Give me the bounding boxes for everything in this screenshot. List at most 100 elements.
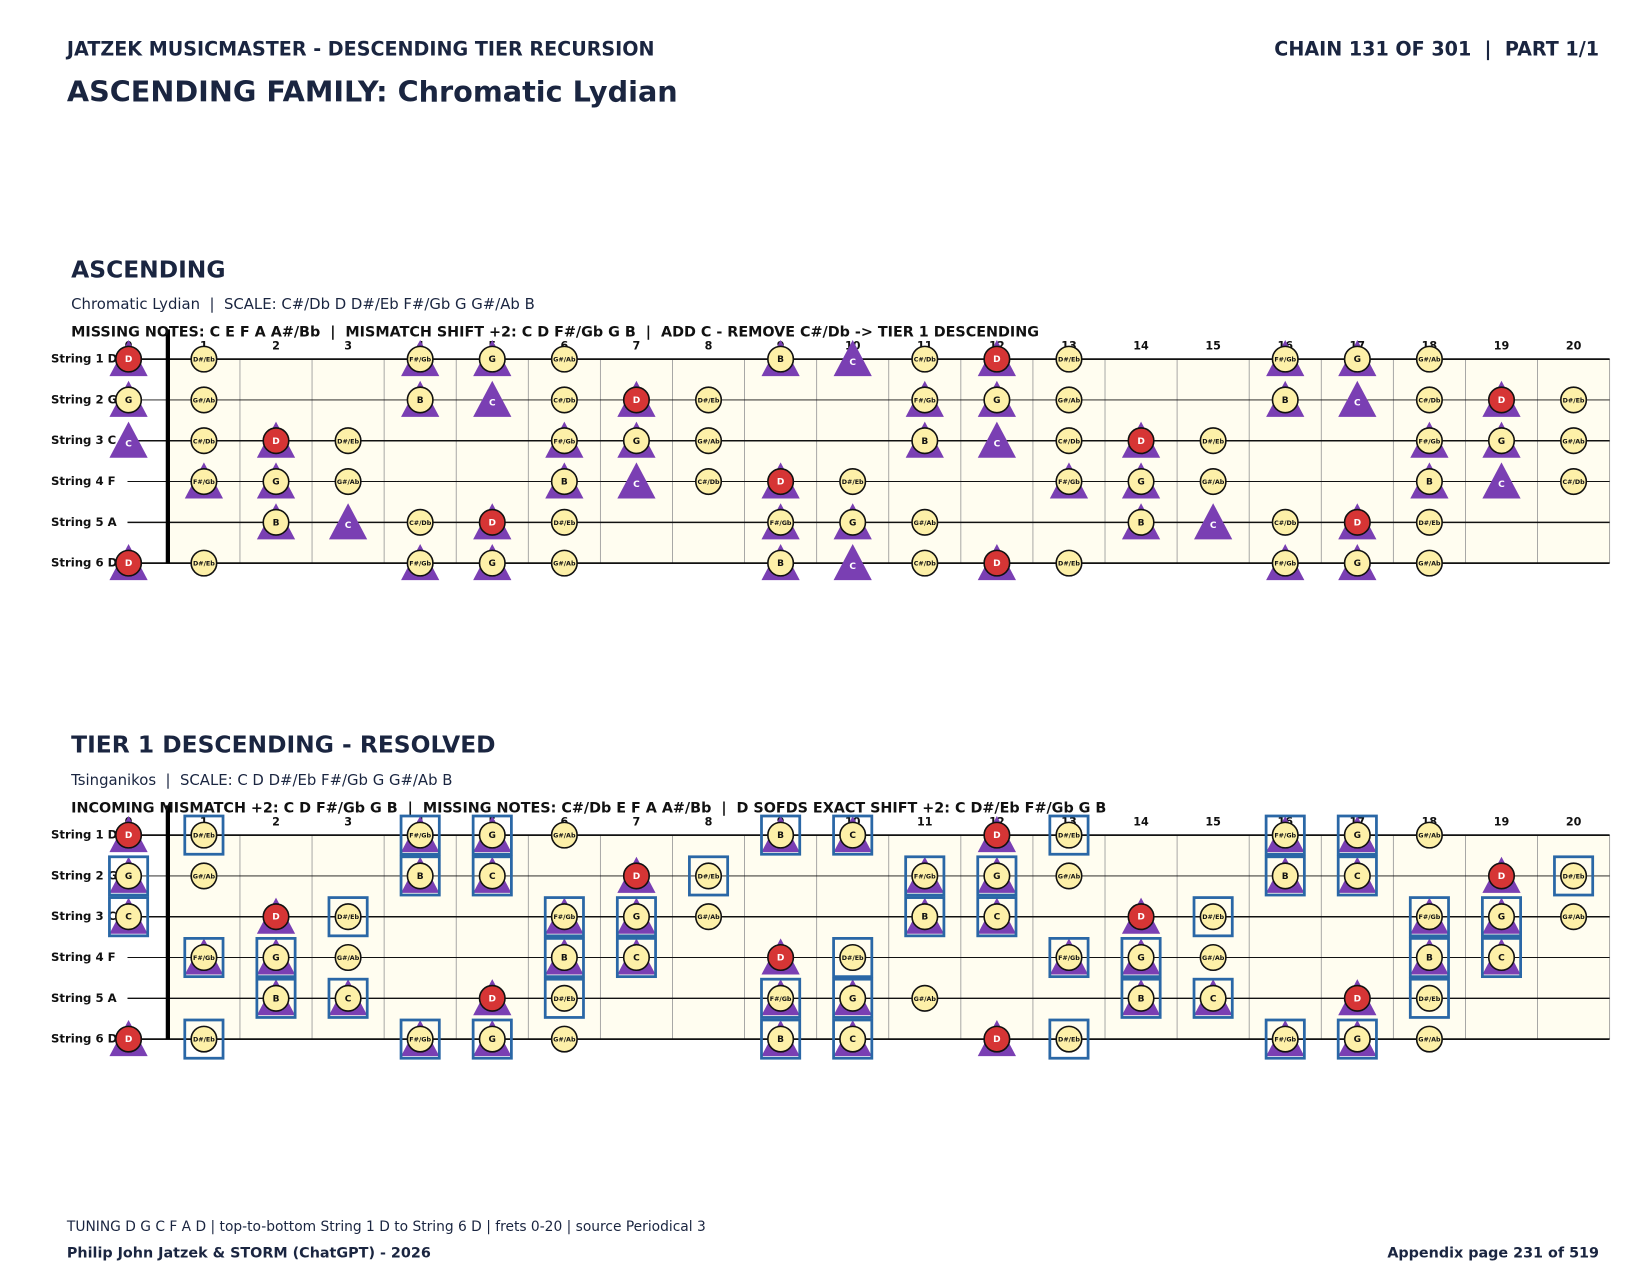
note-dot	[190, 386, 218, 414]
note-dot	[1127, 508, 1155, 536]
note-dot	[1055, 427, 1083, 455]
note-label: D#/Eb	[1058, 560, 1080, 568]
note-dot	[115, 821, 143, 849]
note-label: D	[633, 396, 641, 406]
note-label: C	[1354, 399, 1361, 409]
exact-shift-box	[471, 814, 513, 856]
string-label: String 5 A	[51, 991, 117, 1005]
note-label: F#/Gb	[914, 872, 936, 880]
note: G	[615, 896, 657, 938]
note-label: B	[921, 437, 928, 447]
note-label: G	[849, 518, 856, 528]
note-dot	[1271, 1025, 1299, 1053]
note-label: C#/Db	[1058, 437, 1081, 445]
note-label: D#/Eb	[193, 356, 215, 364]
note-dot	[911, 508, 939, 536]
note-dot	[1487, 862, 1516, 890]
note: D#/Eb	[183, 1018, 225, 1060]
mismatch-triangle	[1338, 380, 1377, 417]
note: C	[108, 896, 150, 938]
string-label: String 4 F	[51, 474, 116, 488]
note: F#/Gb	[399, 814, 441, 856]
note-dot	[1415, 467, 1443, 496]
note-label: D	[777, 954, 785, 964]
note-dot	[622, 862, 650, 890]
note-label: C	[1498, 954, 1505, 964]
note-dot	[190, 943, 218, 972]
note: D	[1121, 897, 1161, 934]
note-dot	[478, 1025, 506, 1053]
note-label: F#/Gb	[409, 832, 431, 840]
note-label: C#/Db	[697, 478, 720, 486]
note: B	[399, 855, 441, 897]
note-dot	[1415, 386, 1443, 414]
note-dot	[911, 386, 939, 414]
note-label: G	[489, 1035, 496, 1045]
note: D	[977, 340, 1017, 377]
note-label: F#/Gb	[409, 356, 431, 364]
note-label: D#/Eb	[193, 1036, 215, 1044]
note-dot	[115, 1025, 143, 1053]
note: G	[976, 855, 1018, 897]
note: D	[256, 897, 296, 934]
note: G#/Ab	[1199, 943, 1227, 972]
note-dot	[115, 386, 143, 414]
note-dot	[622, 943, 650, 972]
note: C	[471, 855, 513, 897]
exact-shift-box	[1192, 896, 1234, 938]
note: F#/Gb	[761, 503, 800, 540]
note: D	[761, 462, 800, 499]
note-label: B	[417, 872, 424, 882]
note-label: G#/Ab	[914, 519, 937, 527]
note-label: G	[633, 913, 640, 923]
note-label: B	[777, 559, 784, 569]
note-label: F#/Gb	[1058, 954, 1080, 962]
note-label: C#/Db	[914, 560, 937, 568]
fret-number: 15	[1205, 339, 1221, 352]
note-dot	[1127, 943, 1155, 972]
note-dot	[1415, 549, 1443, 577]
note-dot	[1560, 467, 1588, 496]
note: G#/Ab	[911, 508, 939, 536]
note: F#/Gb	[184, 462, 224, 499]
exact-shift-box	[543, 896, 585, 938]
note-dot	[1271, 508, 1299, 536]
note-label: C#/Db	[553, 396, 576, 404]
note: G#/Ab	[694, 427, 723, 455]
exact-shift-box	[1336, 855, 1378, 897]
header-left: JATZEK MUSICMASTER - DESCENDING TIER REC…	[65, 37, 655, 60]
footer-author: Philip John Jatzek & STORM (ChatGPT) - 2…	[67, 1246, 431, 1262]
note-label: D#/Eb	[553, 995, 575, 1003]
note: G#/Ab	[1055, 862, 1083, 890]
note-label: D	[489, 518, 497, 528]
note: F#/Gb	[1048, 937, 1090, 979]
note-label: F#/Gb	[193, 954, 215, 962]
exact-shift-box	[832, 977, 874, 1019]
note-label: D	[1498, 872, 1506, 882]
note-label: D#/Eb	[1058, 1036, 1080, 1044]
note-dot	[550, 821, 578, 849]
note: F#/Gb	[1410, 421, 1449, 458]
note-dot	[1415, 1025, 1443, 1053]
note-label: G#/Ab	[1418, 832, 1441, 840]
note-label: G#/Ab	[553, 356, 576, 364]
exact-shift-box	[1480, 896, 1523, 938]
page-title: ASCENDING FAMILY: Chromatic Lydian	[67, 75, 678, 109]
fret-number: 7	[633, 339, 641, 352]
note: D	[977, 544, 1017, 581]
note-dot	[622, 386, 650, 414]
note-label: C	[125, 439, 132, 449]
fretboard: String 1 D String 2 G String 3 C String 4 F…	[51, 329, 1611, 570]
note-label: D#/Eb	[193, 560, 215, 568]
note: D#/Eb	[1048, 1018, 1090, 1060]
note-dot	[1487, 943, 1516, 972]
note-label: D	[125, 831, 133, 841]
note-label: D#/Eb	[1058, 356, 1080, 364]
note: B	[761, 340, 800, 377]
note-label: D	[1498, 396, 1506, 406]
note-dot	[406, 386, 434, 414]
header-right: CHAIN 131 OF 301 | PART 1/1	[1274, 37, 1599, 60]
fret-number: 2	[272, 339, 280, 352]
note-label: B	[1138, 994, 1145, 1004]
note: D	[1482, 856, 1521, 893]
